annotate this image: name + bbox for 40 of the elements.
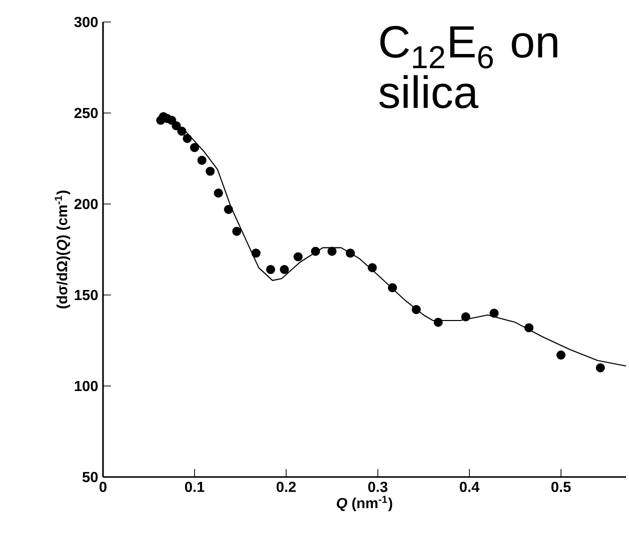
x-tick-label: 0.3 [368, 482, 388, 492]
y-tick-label: 150 [74, 290, 98, 300]
point [388, 283, 397, 292]
point [524, 323, 534, 332]
point [190, 143, 200, 152]
point [556, 350, 566, 360]
y-tick-label: 250 [74, 108, 98, 118]
annotation: C$_{12}$E$_{6}$ on silica [379, 26, 558, 108]
point [172, 121, 181, 130]
point [280, 264, 289, 274]
x-tick-label: 0.5 [551, 482, 571, 492]
point [197, 156, 206, 165]
point [596, 363, 605, 372]
x-tick-label: 0.4 [460, 482, 480, 492]
point [294, 252, 303, 262]
point [310, 246, 320, 256]
point [214, 188, 223, 198]
point [327, 246, 337, 256]
y-tick-label: 50 [82, 472, 98, 482]
point [251, 248, 260, 258]
y-tick-label: 200 [74, 198, 98, 210]
point [232, 226, 242, 236]
point [177, 126, 186, 136]
point [266, 264, 276, 274]
y-tick-label: 100 [74, 380, 98, 392]
point [461, 312, 470, 322]
x-tick-label: 0 [100, 482, 106, 492]
x-tick-label: 0.2 [276, 482, 296, 492]
y-tick-label: 300 [74, 16, 98, 28]
point [434, 318, 443, 327]
x-axis-title: Q (nm$^{-1}$) [336, 496, 392, 512]
y-axis-title: (dσ/dΩ)(Q) (cm$^{-1}$) [54, 190, 70, 308]
point [346, 248, 355, 258]
point [412, 305, 421, 314]
point [182, 134, 192, 144]
point [368, 263, 377, 272]
point [206, 166, 215, 176]
point [224, 204, 234, 214]
x-tick-label: 0.1 [185, 482, 204, 492]
point [490, 308, 499, 318]
